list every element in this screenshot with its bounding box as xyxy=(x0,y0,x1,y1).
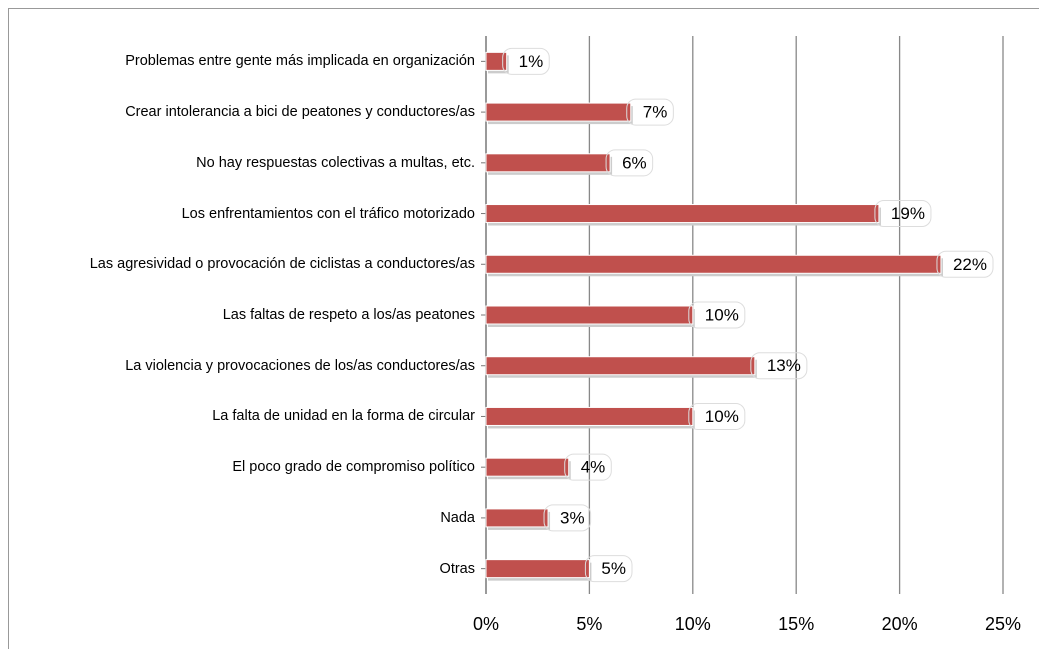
bar xyxy=(485,356,756,376)
x-tick-label: 20% xyxy=(882,614,918,634)
y-tick-label: La violencia y provocaciones de los/as c… xyxy=(125,357,475,374)
y-tick-label: La falta de unidad en la forma de circul… xyxy=(212,408,475,425)
bar xyxy=(485,559,590,579)
value-label: 6% xyxy=(622,153,647,172)
y-tick-label: Nada xyxy=(440,509,475,526)
y-tick-label: Las faltas de respeto a los/as peatones xyxy=(222,306,475,323)
value-label-box xyxy=(688,402,746,430)
value-label-box xyxy=(564,453,612,481)
x-tick-label: 10% xyxy=(675,614,711,634)
y-tick-label-box: Crear intolerancia a bici de peatones y … xyxy=(125,104,475,121)
value-label: 7% xyxy=(643,103,668,122)
value-label-box xyxy=(688,301,746,329)
value-label: 22% xyxy=(953,255,987,274)
bar xyxy=(485,254,942,274)
bar xyxy=(485,508,549,528)
y-tick-label-box: La violencia y provocaciones de los/as c… xyxy=(125,357,475,374)
x-tick-label: 5% xyxy=(576,614,602,634)
y-tick-label-box: No hay respuestas colectivas a multas, e… xyxy=(196,154,475,171)
x-tick-label: 25% xyxy=(985,614,1021,634)
chart-frame xyxy=(8,8,1039,649)
y-tick-label-box: El poco grado de compromiso político xyxy=(232,459,475,476)
y-tick-label: Los enfrentamientos con el tráfico motor… xyxy=(181,205,475,222)
y-tick-label: Otras xyxy=(439,560,475,577)
value-label: 19% xyxy=(891,204,925,223)
value-label: 13% xyxy=(767,356,801,375)
x-tick-label: 0% xyxy=(473,614,499,634)
value-label: 4% xyxy=(581,458,606,477)
value-label-box xyxy=(874,200,932,228)
y-tick-label: Problemas entre gente más implicada en o… xyxy=(125,53,475,70)
value-label-box xyxy=(584,555,633,583)
y-tick-label: El poco grado de compromiso político xyxy=(232,459,475,476)
x-tick-label: 15% xyxy=(778,614,814,634)
y-tick-label-box: La falta de unidad en la forma de circul… xyxy=(212,408,475,425)
value-label: 10% xyxy=(705,407,739,426)
bar xyxy=(485,153,611,173)
value-label-box xyxy=(502,47,550,75)
value-label-box xyxy=(605,149,654,177)
y-tick-label: Crear intolerancia a bici de peatones y … xyxy=(125,104,475,121)
value-label: 10% xyxy=(705,305,739,324)
y-tick-label-box: Los enfrentamientos con el tráfico motor… xyxy=(181,205,475,222)
y-tick-label: No hay respuestas colectivas a multas, e… xyxy=(196,154,475,171)
value-label: 3% xyxy=(560,508,585,527)
value-label-box xyxy=(936,250,994,278)
y-tick-label-box: Nada xyxy=(440,509,475,526)
y-tick-label-box: Problemas entre gente más implicada en o… xyxy=(125,53,475,70)
bar xyxy=(485,51,508,71)
bar xyxy=(485,305,694,325)
value-label: 5% xyxy=(601,559,626,578)
bar xyxy=(485,406,694,426)
value-label-box xyxy=(750,352,808,380)
bar xyxy=(485,457,570,477)
y-tick-label: Las agresividad o provocación de ciclist… xyxy=(89,256,475,273)
value-label-box xyxy=(626,98,674,126)
value-label: 1% xyxy=(519,52,544,71)
bar xyxy=(485,204,880,224)
y-tick-label-box: Otras xyxy=(439,560,475,577)
y-tick-label-box: Las agresividad o provocación de ciclist… xyxy=(89,256,475,273)
y-tick-label-box: Las faltas de respeto a los/as peatones xyxy=(222,306,475,323)
value-label-box xyxy=(543,504,592,532)
bar xyxy=(485,102,632,122)
